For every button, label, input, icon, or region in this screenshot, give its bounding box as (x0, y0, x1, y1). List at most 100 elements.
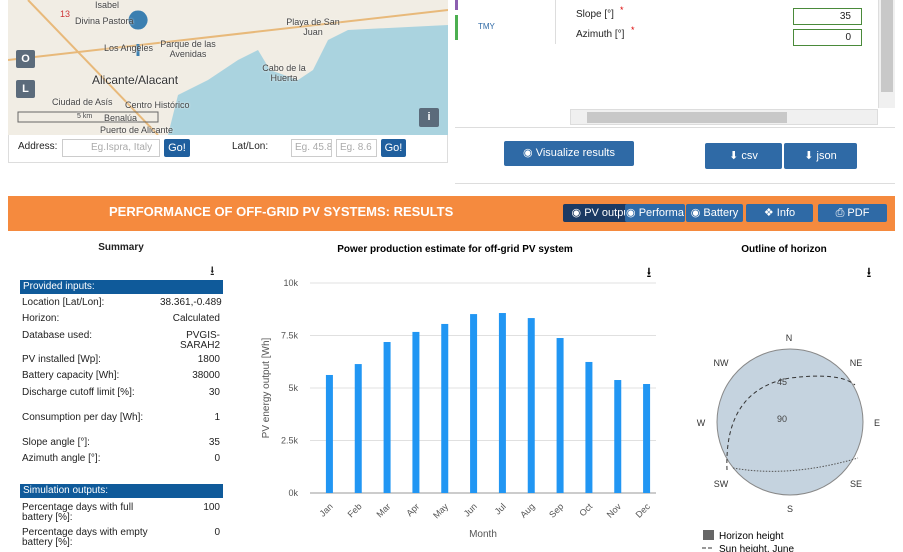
inputs-panel (455, 0, 895, 128)
v-scrollbar[interactable] (878, 0, 895, 108)
map-label: Cabo de la Huerta (262, 63, 306, 83)
button-text: csv (741, 150, 758, 162)
x-tick-label: Feb (346, 501, 364, 519)
section-header: Provided inputs: (20, 280, 223, 294)
map-drawing (8, 0, 448, 135)
bar (614, 380, 622, 493)
direction-label: NE (850, 358, 863, 368)
y-tick-label: 0k (288, 488, 298, 498)
required-mark: * (631, 25, 635, 35)
row-label: Database used: (22, 330, 93, 341)
legend-label: Horizon height (719, 531, 784, 542)
map-label: Alicante/Alacant (92, 73, 179, 87)
map-button[interactable]: i (419, 108, 439, 127)
tab-text: PV outpu (584, 207, 630, 219)
azimuth-label: Azimuth [°] (576, 29, 625, 40)
x-tick-label: Dec (634, 501, 653, 520)
x-tick-label: Nov (605, 501, 624, 520)
direction-label: N (786, 333, 793, 343)
map-label: Ciudad de Asís (52, 97, 113, 107)
bar (470, 314, 478, 493)
x-tick-label: Jun (462, 501, 479, 518)
y-tick-label: 10k (283, 278, 298, 288)
button-text: Visualize results (535, 147, 615, 159)
row-value: PVGIS-SARAH2 (179, 330, 220, 351)
scroll-thumb[interactable] (587, 112, 787, 123)
x-tick-label: Jan (317, 501, 334, 518)
map-button[interactable]: O (16, 50, 35, 68)
row-label: Discharge cutoff limit [%]: (22, 387, 135, 398)
scroll-thumb[interactable] (881, 0, 893, 92)
json-button[interactable]: ⬇ json (784, 143, 857, 169)
x-tick-label: Oct (577, 501, 594, 518)
x-tick-label: Aug (518, 501, 536, 519)
scale-bar (17, 111, 159, 123)
required-mark: * (620, 5, 624, 15)
csv-button[interactable]: ⬇ csv (705, 143, 782, 169)
bar (643, 384, 651, 493)
download-icon[interactable]: ⭳ (647, 264, 652, 280)
tab-marker (455, 15, 458, 40)
bar (325, 374, 333, 493)
scale-label: 5 km (77, 113, 93, 120)
map-label: Isabel (95, 0, 120, 10)
lon-input[interactable]: Eg. 8.6 (336, 139, 377, 157)
map-label: 13 (60, 9, 71, 19)
map-label: Parque de las Avenidas (160, 39, 216, 59)
sun-path (726, 375, 856, 471)
download-icon[interactable]: ⭳ (210, 263, 215, 278)
legend-label: Sun height, June (719, 544, 794, 552)
row-label: Slope angle [°]: (22, 437, 90, 448)
tab-button[interactable]: ◉ PV outpu (563, 204, 638, 222)
section-header: Simulation outputs: (20, 484, 223, 498)
tab-text: Performa (638, 207, 684, 219)
visualize-button[interactable]: ◉ Visualize results (504, 141, 634, 166)
map-button[interactable]: L (16, 80, 35, 98)
go-button[interactable]: Go! (164, 139, 190, 157)
slope-input[interactable]: 35 (793, 8, 862, 25)
horizon-chart: Outline of horizon ⭳ Horizon height Sun … (697, 244, 880, 552)
map-label: Los Angeles (104, 43, 154, 53)
azimuth-input[interactable]: 0 (793, 29, 862, 46)
map-label: Divina Pastora (75, 16, 134, 26)
y-axis-label: PV energy output [Wh] (261, 337, 272, 438)
direction-label: E (874, 418, 880, 428)
map[interactable]: Isabel 13 Divina Pastora Playa de San Ju… (8, 0, 448, 135)
tab-text: Battery st (703, 207, 739, 219)
row-value: 38000 (192, 370, 220, 381)
road (8, 9, 448, 61)
row-value: 38.361,-0.489 (160, 297, 222, 308)
x-tick-label: Apr (404, 501, 421, 518)
bar (498, 313, 506, 493)
tab-button[interactable]: ◉ Battery st (686, 204, 743, 222)
y-tick-label: 5k (288, 383, 298, 393)
tab-button[interactable]: ⎙ PDF (818, 204, 887, 222)
tmy-tab[interactable]: TMY (478, 22, 495, 31)
horizon-line (732, 457, 859, 472)
map-label: Benalúa (104, 113, 138, 123)
x-tick-label: May (431, 501, 450, 520)
tab-text: Info (776, 207, 796, 219)
y-tick-label: 2.5k (281, 436, 299, 446)
h-scrollbar[interactable] (570, 109, 878, 125)
bar (527, 318, 535, 493)
panel-rule (455, 183, 895, 184)
horizon-disc (716, 348, 864, 496)
go-button[interactable]: Go! (381, 139, 406, 157)
row-label: PV installed [Wp]: (22, 354, 101, 365)
x-tick-label: Sep (547, 501, 565, 519)
direction-label: NW (714, 358, 729, 368)
bar (441, 323, 449, 493)
x-axis-label: Month (469, 529, 497, 540)
tab-button[interactable]: ❖ Info (746, 204, 813, 222)
row-value: 30 (208, 387, 220, 398)
download-icon[interactable]: ⭳ (867, 264, 872, 280)
map-label: Centro Histórico (125, 100, 190, 110)
address-input[interactable]: Eg.Ispra, Italy (62, 139, 160, 157)
row-value: 0 (214, 527, 220, 538)
direction-label: S (787, 504, 793, 514)
lat-input[interactable]: Eg. 45.8 (291, 139, 332, 157)
row-label: Azimuth angle [°]: (22, 453, 101, 464)
tab-button[interactable]: ◉ Performa (625, 204, 685, 222)
